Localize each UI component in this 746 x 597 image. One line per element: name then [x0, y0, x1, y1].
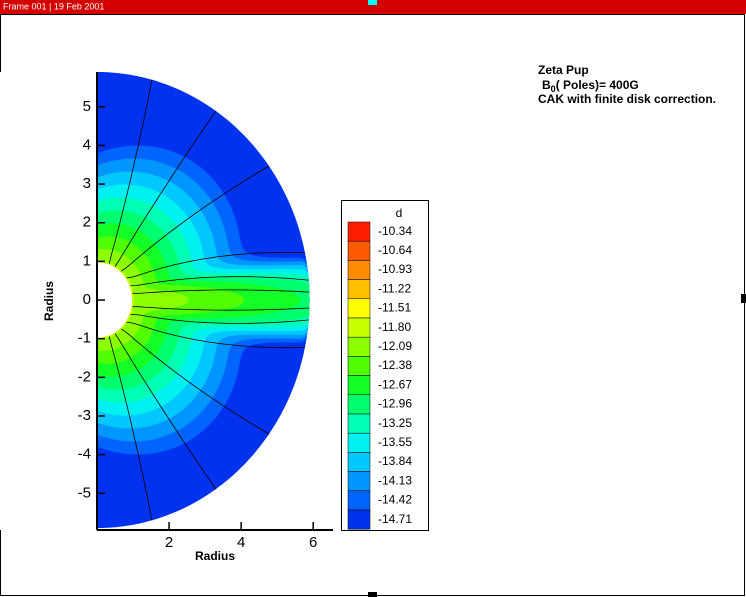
legend-label: -14.71 — [378, 512, 412, 526]
field-line — [126, 321, 305, 349]
field-line — [108, 79, 153, 264]
legend-swatch — [347, 490, 371, 511]
annotation-part: B — [542, 78, 551, 92]
legend-label: -13.25 — [378, 416, 412, 430]
field-line — [108, 336, 153, 521]
legend: d -10.34 -10.64 -10.93 -11.22 -11.51 -11.80 -12… — [347, 206, 412, 530]
axes: -5 -4 -3 -2 -1 0 1 2 3 4 5 2 4 6 — [78, 72, 333, 551]
legend-label: -12.38 — [378, 358, 412, 372]
x-tick-label: 6 — [309, 534, 317, 551]
annotation-part: ( Poles)= 400G — [556, 78, 639, 92]
legend-label: -14.13 — [378, 473, 412, 487]
y-tick-label: -5 — [78, 484, 91, 501]
legend-swatch — [347, 221, 371, 242]
legend-swatch — [347, 279, 371, 300]
legend-swatch — [347, 375, 371, 396]
y-tick-label: 4 — [83, 136, 91, 153]
legend-swatch — [347, 509, 371, 530]
field-line — [130, 314, 309, 324]
y-tick-label: 3 — [83, 175, 91, 192]
y-tick-label: -4 — [78, 446, 91, 463]
legend-label: -11.80 — [378, 320, 411, 334]
legend-swatch — [347, 452, 371, 472]
y-axis-label: Radius — [42, 281, 56, 321]
legend-label: -14.42 — [378, 493, 412, 507]
y-tick-label: 5 — [83, 98, 91, 115]
x-tick-label: 2 — [165, 534, 173, 551]
annotation-sub: 0 — [551, 84, 556, 94]
legend-label: -10.93 — [378, 262, 412, 276]
legend-swatch — [347, 471, 371, 492]
field-line — [132, 306, 310, 311]
contour-field — [0, 72, 310, 530]
field-line — [120, 328, 270, 435]
header-bar — [0, 0, 746, 14]
field-line — [130, 276, 309, 286]
field-lines — [108, 79, 310, 521]
legend-swatch — [347, 413, 371, 434]
handle — [741, 294, 746, 303]
y-tick-label: -2 — [78, 368, 91, 385]
legend-label: -13.84 — [378, 454, 412, 468]
legend-label: -10.34 — [378, 224, 412, 238]
axis-mask — [0, 72, 97, 530]
y-tick-label: -3 — [78, 407, 91, 424]
legend-swatch — [347, 336, 371, 357]
header-text: Frame 001 | 19 Feb 2001 — [3, 1, 104, 11]
field-line — [114, 110, 217, 267]
annotation: Zeta Pup — [538, 63, 589, 77]
x-tick-label: 4 — [237, 534, 245, 551]
legend-swatch — [347, 356, 371, 376]
field-line — [120, 165, 270, 272]
legend-label: -12.67 — [378, 377, 412, 391]
legend-swatch — [347, 317, 371, 338]
legend-label: -12.09 — [378, 339, 412, 353]
legend-label: -10.64 — [378, 243, 412, 257]
annotation: B0( Poles)= 400G — [542, 78, 639, 94]
y-tick-label: 1 — [83, 252, 91, 269]
legend-label: -11.22 — [378, 281, 411, 295]
field-line — [126, 252, 305, 279]
y-tick-label: 2 — [83, 214, 91, 231]
legend-label: -12.96 — [378, 397, 412, 411]
field-line — [114, 333, 217, 490]
legend-swatch — [347, 432, 371, 453]
legend-label: -13.55 — [378, 435, 412, 449]
y-tick-label: -1 — [78, 330, 91, 347]
field-line — [132, 289, 310, 294]
handle — [368, 0, 377, 5]
legend-title: d — [396, 206, 403, 220]
annotation: CAK with finite disk correction. — [538, 92, 716, 106]
legend-swatch — [347, 260, 371, 280]
legend-swatch — [347, 240, 371, 261]
legend-swatch — [347, 394, 371, 415]
y-tick-label: 0 — [83, 291, 91, 308]
legend-swatch — [347, 298, 371, 319]
handle — [368, 592, 377, 597]
x-axis-label: Radius — [195, 549, 235, 563]
legend-label: -11.51 — [378, 301, 411, 315]
